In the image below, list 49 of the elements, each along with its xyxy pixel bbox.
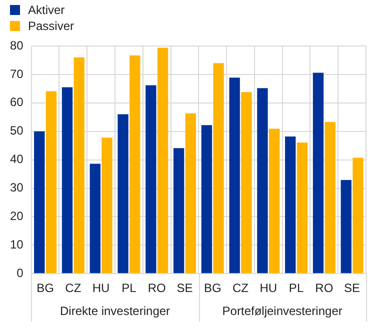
x-tick-label: RO	[315, 281, 334, 296]
bar	[268, 128, 280, 274]
y-tick-label: 50	[10, 124, 24, 138]
bar	[173, 148, 184, 274]
y-tick-label: 10	[10, 237, 24, 252]
y-tick-label: 0	[16, 266, 24, 280]
x-tick-label: BG	[204, 281, 222, 296]
x-tick-label: CZ	[232, 281, 249, 296]
text: Direkte investeringer	[60, 304, 170, 318]
x-tick-label: PL	[288, 281, 304, 296]
bar	[201, 125, 212, 274]
x-tick-label: CZ	[65, 281, 82, 296]
bar	[213, 63, 224, 274]
y-tick-label: 80	[10, 38, 24, 52]
bar	[340, 180, 352, 274]
bar	[130, 55, 140, 274]
y-tick-label: 20	[10, 209, 24, 224]
bar	[46, 91, 57, 274]
bar	[157, 48, 168, 274]
x-tick-label: HU	[260, 281, 278, 296]
y-tick-label: 70	[10, 66, 24, 81]
y-tick-label: 30	[10, 180, 24, 195]
x-tick-label: RO	[148, 281, 166, 296]
x-tick-label: SE	[176, 281, 193, 296]
bar	[90, 164, 100, 274]
x-tick-label: PL	[122, 281, 137, 296]
bar	[34, 131, 45, 274]
text: Porteføljeinvesteringer	[222, 304, 342, 318]
x-tick-label: SE	[344, 281, 360, 296]
x-tick-label: HU	[92, 281, 110, 296]
x-tick-label: BG	[36, 281, 54, 296]
bar	[257, 88, 268, 274]
bar	[102, 138, 112, 274]
bar	[312, 72, 324, 274]
bar	[185, 113, 196, 274]
bar	[352, 158, 364, 274]
bar	[296, 142, 308, 274]
bar	[241, 92, 252, 274]
y-tick-label: 60	[10, 95, 24, 110]
y-tick-label: 40	[10, 152, 24, 166]
bar	[118, 114, 128, 274]
bar	[74, 57, 84, 274]
bar	[324, 122, 336, 274]
legend-label: Aktiver	[28, 3, 65, 17]
bar	[285, 136, 296, 274]
bar	[62, 87, 73, 274]
bar	[146, 85, 156, 274]
bar	[229, 78, 240, 274]
legend-label: Passiver	[28, 19, 74, 33]
